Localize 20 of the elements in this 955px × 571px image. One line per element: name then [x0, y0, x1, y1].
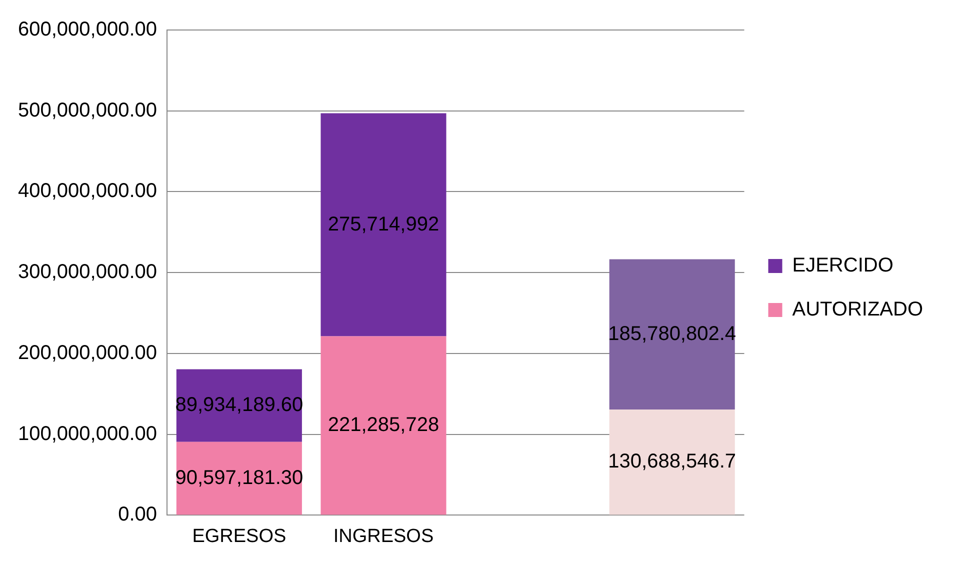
y-tick-label: 400,000,000.00 — [18, 180, 158, 202]
bar — [320, 113, 446, 336]
x-tick-label: INGRESOS — [333, 526, 434, 547]
bar — [176, 442, 302, 515]
y-tick-label: 0.00 — [118, 504, 158, 526]
legend-label: EJERCIDO — [792, 254, 894, 277]
x-tick-label: EGRESOS — [192, 526, 286, 547]
y-tick-label: 600,000,000.00 — [18, 18, 158, 41]
y-tick-label: 100,000,000.00 — [18, 422, 158, 445]
legend-label: AUTORIZADO — [792, 298, 924, 321]
y-tick-label: 200,000,000.00 — [18, 342, 158, 364]
bar — [609, 259, 735, 410]
y-tick-label: 500,000,000.00 — [18, 99, 158, 122]
data-label: 221,285,728 — [328, 414, 440, 436]
data-label: 130,688,546.7 — [608, 450, 736, 473]
bar — [609, 410, 735, 515]
bar — [320, 336, 446, 515]
y-tick-label: 300,000,000.00 — [18, 261, 158, 284]
data-label: 275,714,992 — [328, 213, 440, 236]
data-label: 90,597,181.30 — [175, 466, 304, 489]
